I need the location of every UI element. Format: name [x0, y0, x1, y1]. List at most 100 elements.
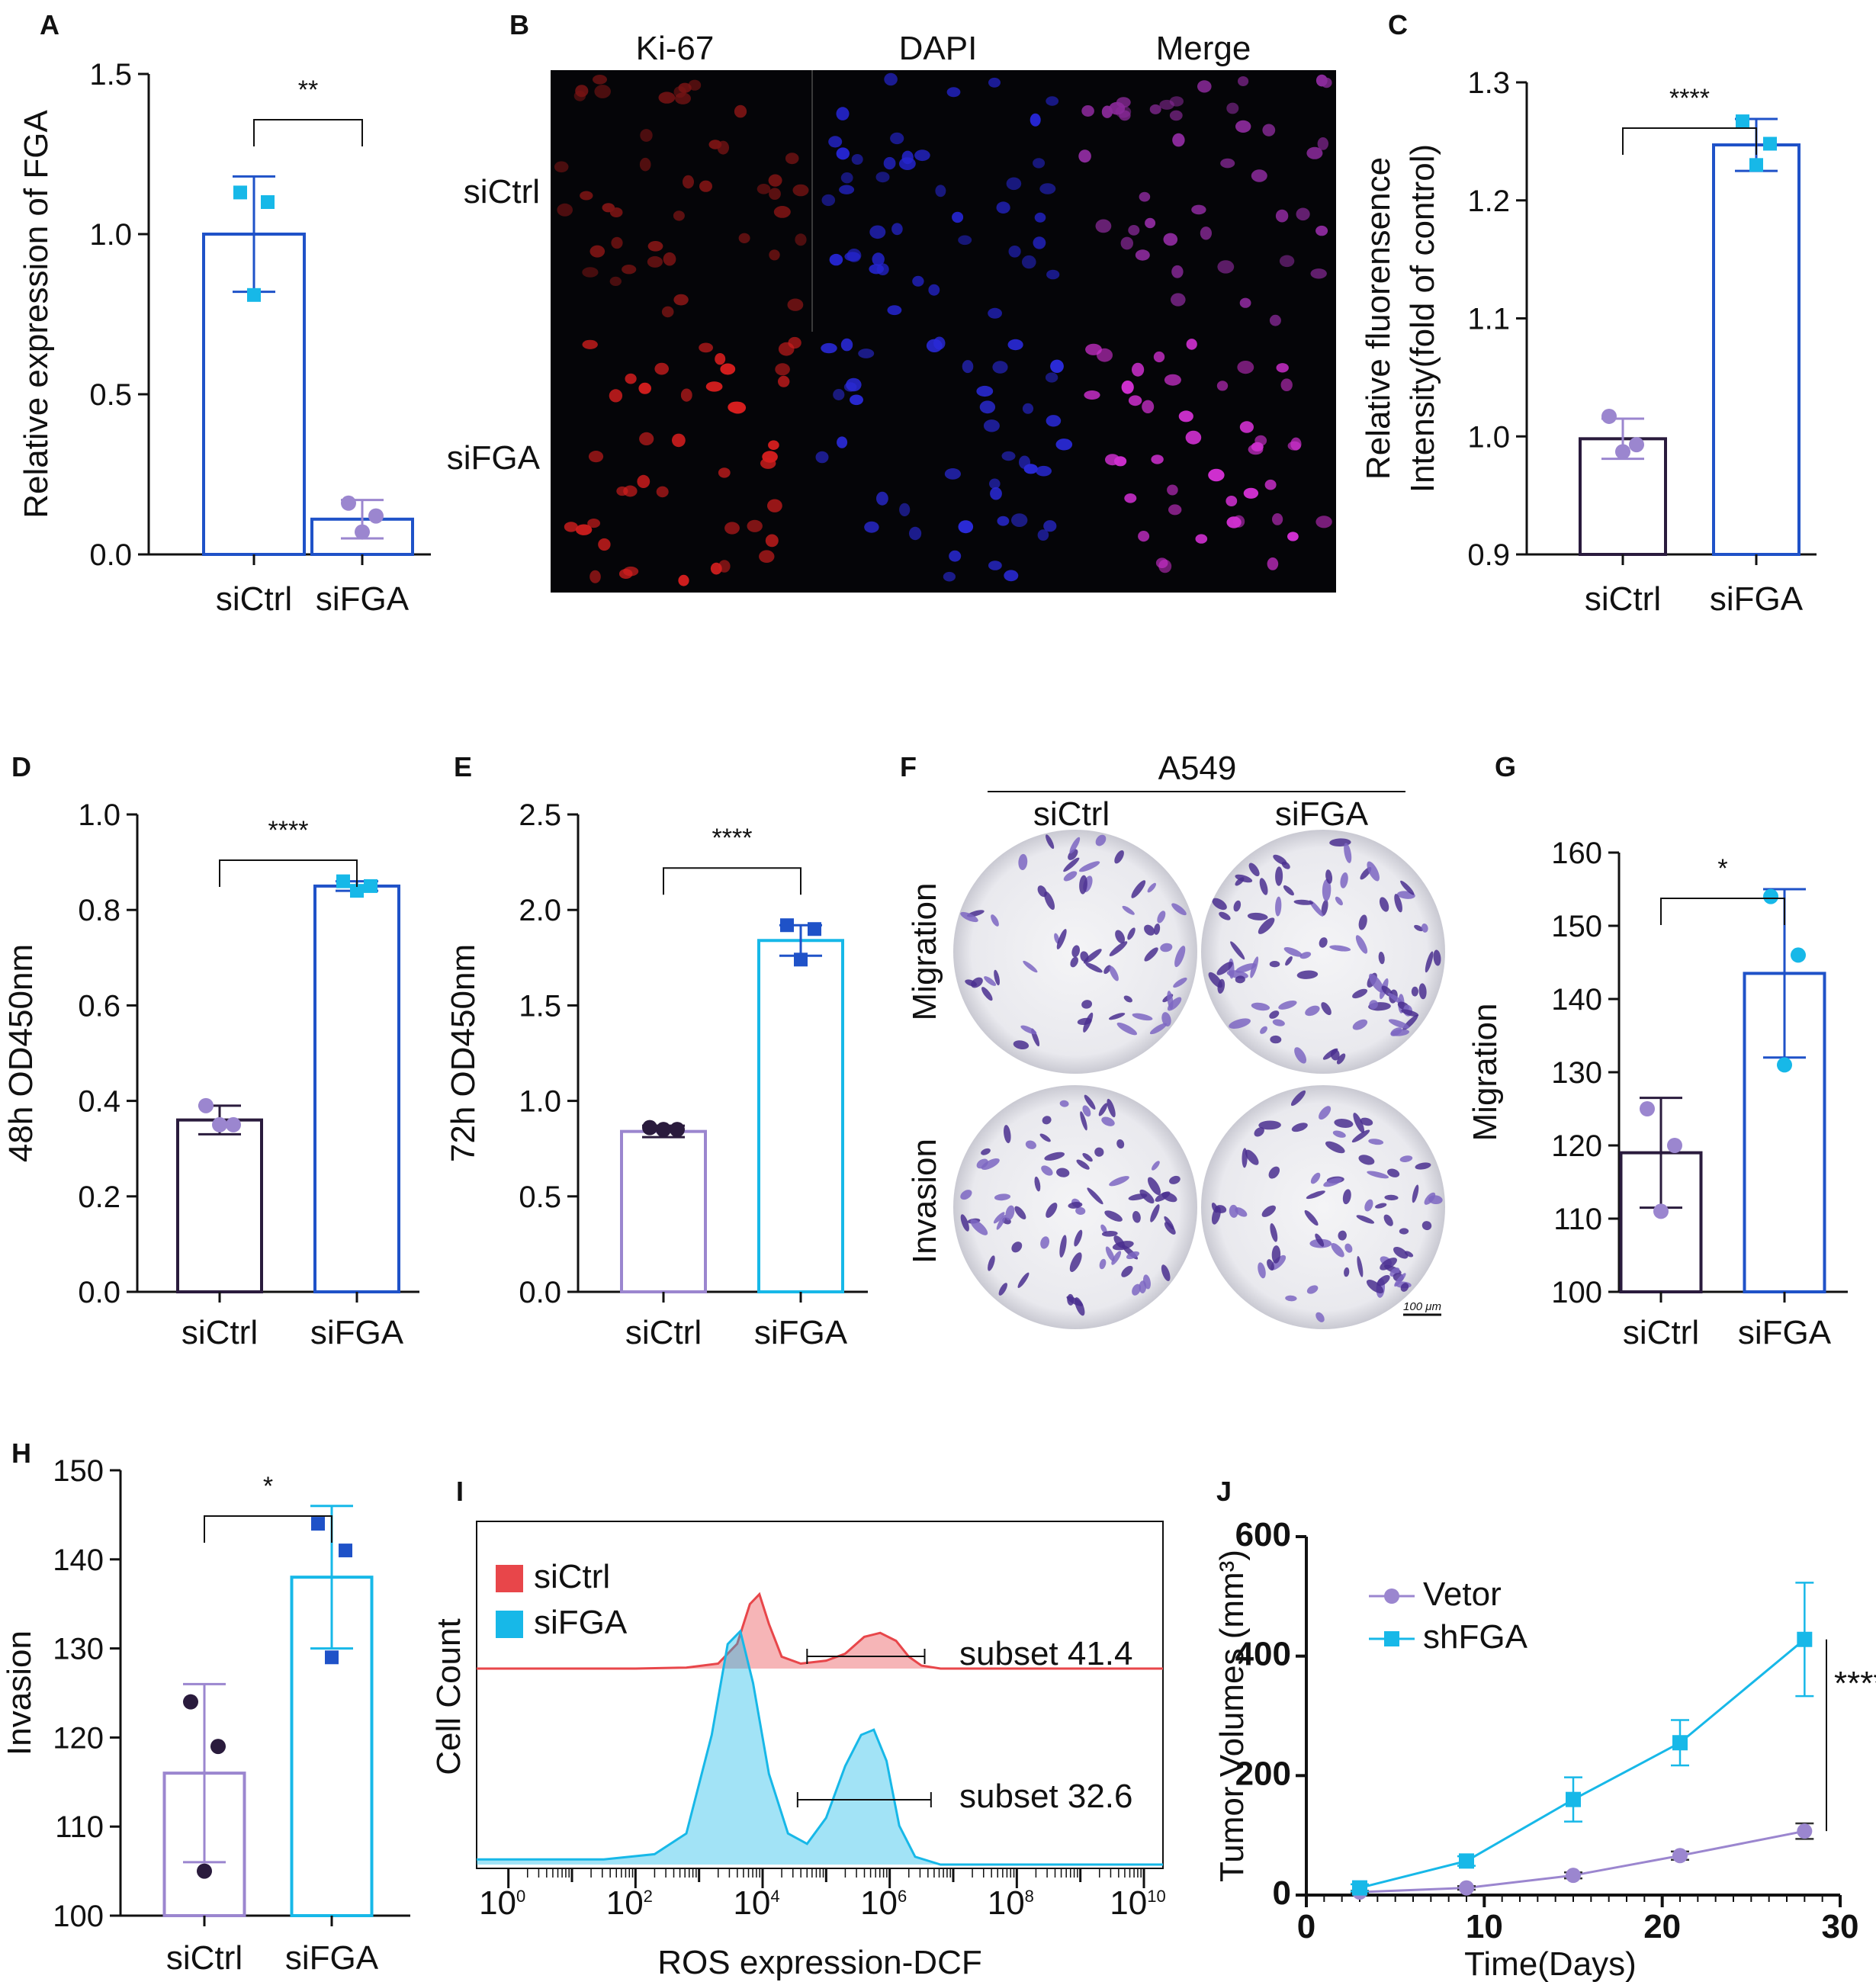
nucleus [618, 569, 633, 579]
cell [1332, 1130, 1346, 1138]
cell [1025, 1140, 1036, 1149]
cell [1270, 1223, 1278, 1242]
data-point [1640, 1101, 1655, 1116]
x-axis-label: Time(Days) [1464, 1945, 1637, 1982]
cell [1369, 973, 1384, 993]
y-tick-label: 600 [1235, 1516, 1291, 1553]
nucleus [850, 394, 863, 406]
panel-letter-j: J [1216, 1476, 1232, 1507]
cell [1376, 1274, 1390, 1287]
cell [1281, 861, 1290, 869]
cell [1071, 945, 1080, 958]
nucleus [1251, 169, 1267, 182]
data-point [1566, 1868, 1581, 1884]
cell [1367, 861, 1380, 882]
nucleus [992, 361, 1008, 374]
cell [1283, 885, 1294, 896]
nucleus [858, 349, 875, 358]
nucleus [767, 499, 782, 512]
cell [1046, 834, 1055, 850]
nucleus [899, 157, 916, 171]
cell [1144, 924, 1155, 936]
nucleus [979, 400, 996, 414]
legend-swatch [496, 1611, 523, 1638]
nucleus [587, 519, 600, 528]
cell [1056, 1168, 1070, 1177]
nucleus [1317, 137, 1329, 150]
nucleus [935, 185, 946, 198]
nucleus [821, 342, 837, 354]
nucleus [1036, 465, 1052, 477]
cell [1245, 1149, 1259, 1165]
legend-marker [1384, 1588, 1399, 1604]
series-line-vetor [1359, 1829, 1805, 1894]
data-point [210, 1739, 226, 1755]
nucleus [983, 419, 1000, 432]
cell [1415, 1162, 1431, 1170]
cell [1411, 986, 1419, 997]
data-point [1352, 1880, 1367, 1896]
cell [1150, 1204, 1160, 1222]
nucleus [851, 154, 863, 165]
data-point [808, 922, 821, 936]
nucleus [582, 267, 599, 278]
micrograph-background [551, 70, 1336, 593]
cell [1005, 1205, 1015, 1221]
cell [1131, 880, 1146, 898]
significance-label: * [263, 1472, 273, 1501]
nucleus [1237, 361, 1254, 374]
nucleus [869, 264, 884, 275]
cell [1132, 1283, 1142, 1296]
y-tick-label: 0.4 [78, 1085, 120, 1119]
data-point [1797, 1823, 1813, 1839]
cell [1149, 1023, 1168, 1035]
significance-label: **** [268, 816, 309, 845]
panel-f-row-label-migration: Migration [906, 883, 943, 1021]
data-point [1615, 444, 1630, 460]
nucleus [829, 253, 843, 266]
cell [1260, 1026, 1267, 1034]
bar-sifga [1712, 143, 1801, 556]
nucleus [1046, 96, 1059, 106]
cell [1087, 1187, 1103, 1205]
data-point [212, 1116, 227, 1132]
y-tick-label: 0.0 [78, 1276, 120, 1309]
cell [1383, 1214, 1393, 1226]
data-point [198, 1097, 214, 1113]
cell [1340, 872, 1348, 888]
cell [1127, 927, 1136, 940]
cell [1160, 943, 1173, 952]
significance-bracket [1622, 127, 1757, 155]
nucleus [1287, 441, 1301, 451]
cell [1375, 1203, 1387, 1209]
chart-c: 0.9 1.0 1.1 1.2 1.3 Relative fluorensence Inte… [1360, 66, 1817, 618]
y-tick-label: 0.0 [519, 1276, 561, 1309]
nucleus [1315, 74, 1328, 87]
nucleus [997, 516, 1010, 526]
cell [1069, 1252, 1082, 1273]
cell [1290, 1090, 1306, 1107]
nucleus [710, 562, 722, 575]
cell [1080, 1111, 1087, 1131]
cell [1356, 1215, 1375, 1224]
cell [1309, 900, 1324, 917]
cell [1351, 1129, 1370, 1143]
cell [981, 1158, 1000, 1171]
chart-d: 0.0 0.2 0.4 0.6 0.8 1.0 48h OD450nm siCtrl siFGA… [2, 798, 419, 1351]
y-tick-label: 2.5 [519, 798, 561, 832]
nucleus [891, 223, 903, 236]
nucleus [795, 233, 807, 246]
y-tick-label: 150 [53, 1454, 104, 1488]
x-tick-label: 10 [1466, 1908, 1503, 1945]
x-tick-label: siCtrl [166, 1939, 243, 1977]
x-tick-label: siFGA [285, 1939, 379, 1977]
cell [1075, 1206, 1086, 1216]
cell [1216, 962, 1233, 975]
cell [1258, 917, 1275, 934]
significance-bracket [219, 859, 358, 887]
significance-bracket [253, 119, 363, 146]
nucleus [1151, 455, 1164, 464]
data-point [1672, 1848, 1688, 1864]
cell [1023, 960, 1038, 973]
cell [1421, 923, 1428, 933]
